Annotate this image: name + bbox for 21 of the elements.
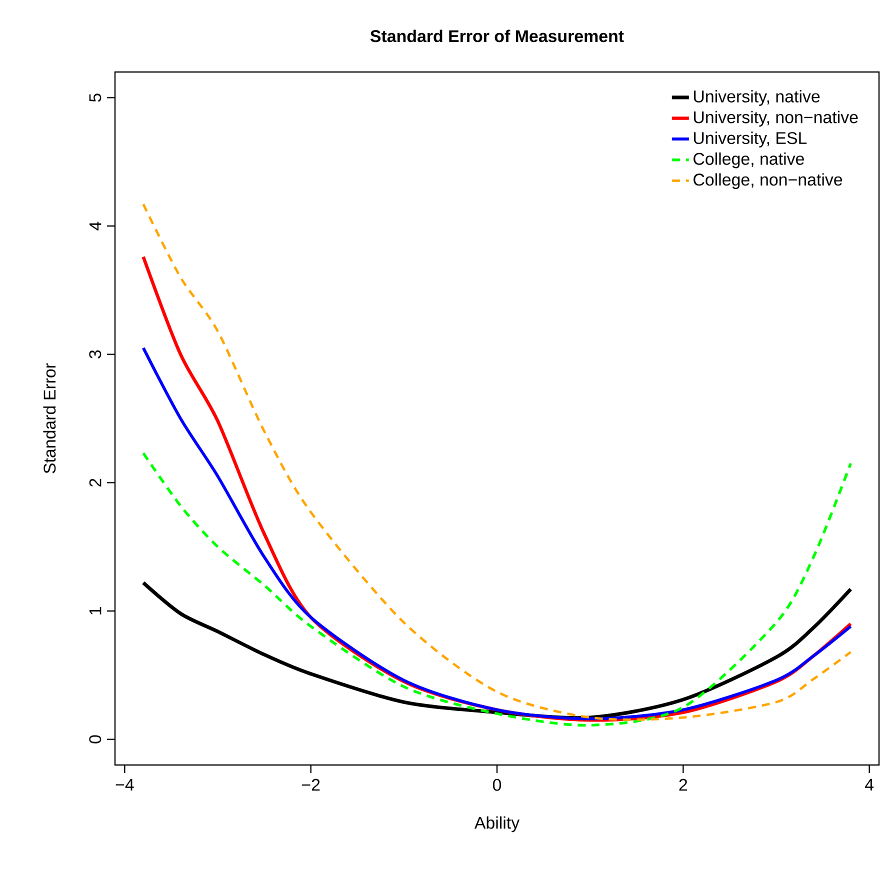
chart-title: Standard Error of Measurement	[370, 30, 624, 42]
line-series	[142, 452, 852, 727]
legend-label: University, native	[694, 90, 820, 106]
x-tick-label: 2	[679, 778, 688, 791]
y-tick-label: 2	[89, 478, 102, 487]
x-tick-label: 4	[865, 778, 874, 790]
x-tick-label: −2	[302, 778, 320, 791]
legend-label: University, non−native	[694, 110, 858, 127]
x-axis-title: Ability	[474, 816, 520, 832]
y-tick-label: 5	[89, 94, 102, 102]
y-tick-label: 3	[89, 350, 102, 358]
y-tick-label: 4	[90, 222, 102, 230]
x-tick-label: −4	[116, 778, 134, 790]
legend-label: College, native	[694, 152, 804, 168]
legend-label: College, non−native	[694, 173, 842, 190]
legend-label: University, ESL	[694, 132, 807, 148]
line-series	[142, 346, 852, 720]
y-tick-label: 0	[89, 735, 102, 744]
x-tick-label: 0	[492, 778, 502, 791]
y-axis-title: Standard Error	[43, 363, 56, 474]
y-tick-label: 1	[90, 607, 102, 614]
